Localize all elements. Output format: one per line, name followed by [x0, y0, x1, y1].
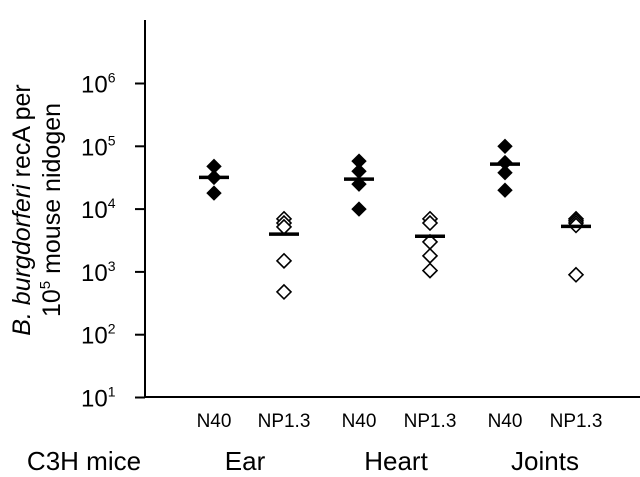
data-marks [199, 138, 591, 301]
data-point-4-3 [497, 182, 513, 198]
group-title: C3H mice [26, 446, 142, 476]
data-point-2-3 [351, 201, 367, 217]
data-point-5-4 [567, 266, 585, 283]
y-axis-label-line2: 105 mouse nidogen [37, 103, 66, 317]
category-label-2: N40 [342, 411, 377, 432]
data-point-1-4 [275, 283, 293, 301]
y-axis-label-line1: B. burgdorferi recA per [8, 84, 36, 336]
data-point-0-2 [206, 185, 222, 201]
data-point-4-2 [497, 164, 513, 181]
category-label-0: N40 [197, 411, 232, 432]
group-label-heart: Heart [364, 446, 428, 476]
data-point-2-1 [351, 163, 367, 179]
group-label-joints: Joints [511, 446, 579, 476]
y-tick-label-5: 105 [81, 132, 116, 161]
data-point-3-4 [421, 262, 439, 279]
y-tick-label-4: 104 [81, 195, 116, 224]
data-point-3-1 [421, 214, 439, 232]
data-point-4-0 [497, 138, 513, 155]
y-tick-label-3: 103 [81, 258, 116, 287]
category-label-5: NP1.3 [550, 411, 603, 432]
y-tick-label-6: 106 [81, 70, 116, 99]
y-tick-label-2: 102 [81, 321, 116, 350]
category-label-1: NP1.3 [258, 411, 311, 432]
data-point-3-3 [421, 247, 439, 265]
category-label-3: NP1.3 [404, 411, 457, 432]
y-ticks: 101 102 103 104 105 106 [81, 70, 145, 413]
y-tick-label-1: 101 [81, 384, 116, 413]
category-label-4: N40 [488, 411, 523, 432]
axes [144, 20, 640, 398]
category-labels: N40 NP1.3 N40 NP1.3 N40 NP1.3 [197, 411, 603, 432]
group-label-ear: Ear [224, 446, 266, 476]
data-point-1-3 [275, 252, 293, 269]
